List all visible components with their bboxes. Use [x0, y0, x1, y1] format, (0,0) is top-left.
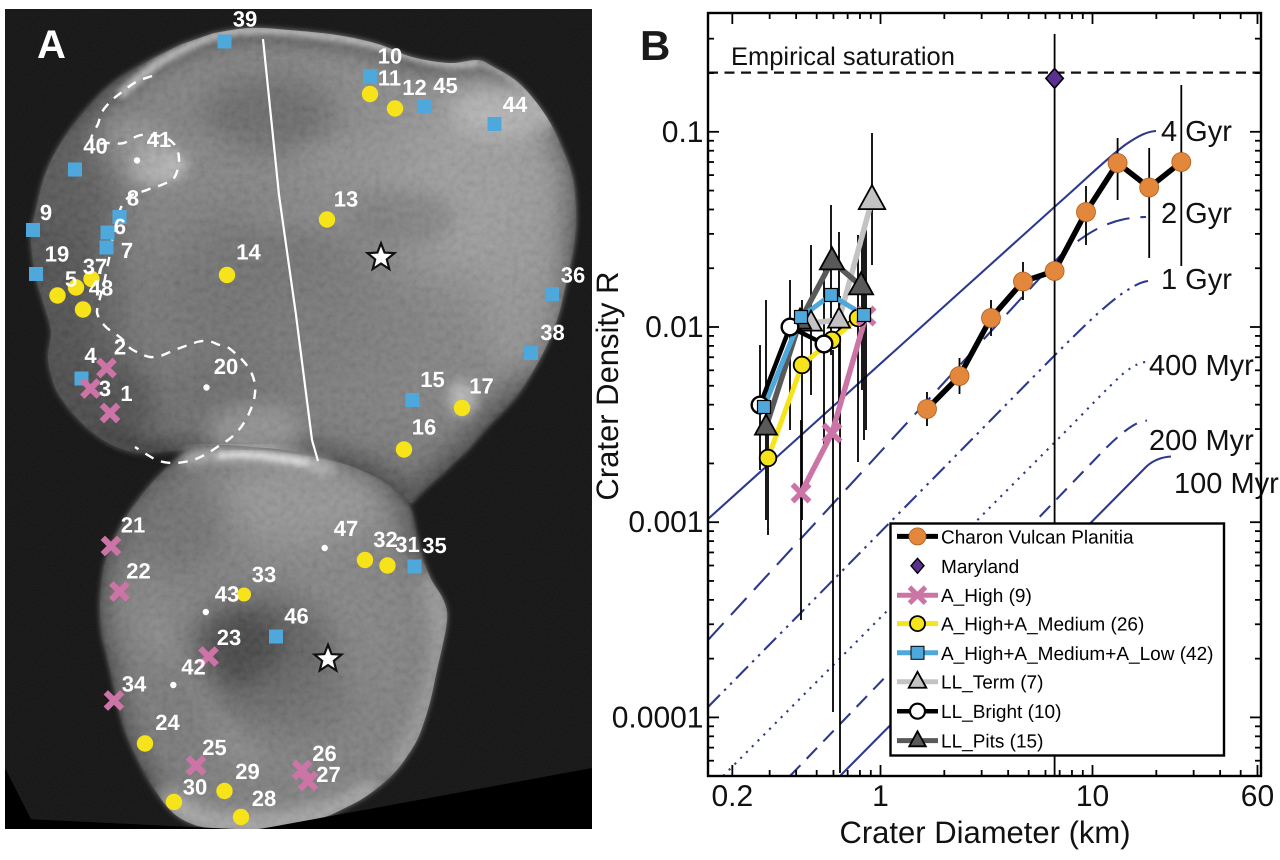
- svg-text:42: 42: [181, 655, 205, 680]
- svg-text:A_High (9): A_High (9): [941, 586, 1032, 607]
- svg-text:11: 11: [378, 66, 401, 91]
- svg-text:Crater Diameter (km): Crater Diameter (km): [839, 815, 1130, 850]
- svg-text:41: 41: [147, 127, 171, 152]
- svg-text:1 Gyr: 1 Gyr: [1161, 264, 1232, 296]
- svg-text:22: 22: [126, 559, 150, 584]
- svg-text:28: 28: [252, 786, 276, 811]
- svg-text:24: 24: [155, 710, 180, 735]
- svg-text:45: 45: [433, 73, 457, 98]
- svg-text:7: 7: [121, 238, 133, 263]
- svg-text:0.2: 0.2: [711, 780, 753, 813]
- svg-text:12: 12: [402, 75, 426, 100]
- svg-text:LL_Pits (15): LL_Pits (15): [941, 732, 1043, 753]
- svg-text:2 Gyr: 2 Gyr: [1161, 198, 1232, 230]
- svg-text:A_High+A_Medium (26): A_High+A_Medium (26): [941, 615, 1144, 636]
- svg-text:6: 6: [114, 214, 126, 239]
- svg-text:21: 21: [121, 513, 145, 538]
- svg-text:20: 20: [214, 354, 238, 379]
- svg-text:60: 60: [1241, 780, 1274, 813]
- svg-text:34: 34: [122, 672, 147, 697]
- svg-text:27: 27: [316, 762, 340, 787]
- svg-text:4 Gyr: 4 Gyr: [1161, 116, 1232, 148]
- svg-text:0.001: 0.001: [628, 506, 703, 539]
- svg-text:5: 5: [65, 267, 77, 292]
- svg-text:46: 46: [284, 604, 308, 629]
- svg-text:A_High+A_Medium+A_Low (42): A_High+A_Medium+A_Low (42): [941, 644, 1214, 665]
- svg-text:32: 32: [373, 527, 397, 552]
- svg-text:200 Myr: 200 Myr: [1149, 425, 1254, 457]
- svg-text:10: 10: [378, 44, 402, 69]
- svg-text:36: 36: [561, 263, 585, 288]
- svg-text:17: 17: [469, 374, 493, 399]
- svg-text:0.1: 0.1: [662, 116, 704, 149]
- svg-text:43: 43: [215, 582, 239, 607]
- svg-text:16: 16: [412, 415, 436, 440]
- svg-text:40: 40: [83, 134, 107, 159]
- svg-text:A: A: [37, 23, 66, 67]
- svg-text:0.0001: 0.0001: [612, 701, 704, 734]
- svg-text:Crater Density R: Crater Density R: [590, 271, 625, 500]
- svg-text:23: 23: [217, 625, 241, 650]
- svg-text:3: 3: [99, 376, 111, 401]
- svg-text:31: 31: [395, 532, 419, 557]
- svg-text:9: 9: [40, 200, 52, 225]
- svg-text:400 Myr: 400 Myr: [1149, 350, 1254, 382]
- svg-text:0.01: 0.01: [645, 311, 703, 344]
- svg-text:4: 4: [84, 343, 97, 368]
- svg-text:44: 44: [503, 92, 528, 117]
- svg-text:19: 19: [45, 242, 69, 267]
- svg-text:25: 25: [202, 735, 226, 760]
- svg-text:1: 1: [120, 381, 132, 406]
- svg-text:100 Myr: 100 Myr: [1174, 468, 1279, 500]
- svg-text:30: 30: [183, 775, 207, 800]
- svg-text:LL_Bright (10): LL_Bright (10): [941, 702, 1061, 723]
- svg-text:13: 13: [334, 187, 358, 212]
- svg-text:10: 10: [1076, 780, 1109, 813]
- svg-text:26: 26: [312, 741, 336, 766]
- svg-text:37: 37: [83, 254, 107, 279]
- svg-text:38: 38: [540, 320, 564, 345]
- svg-text:39: 39: [233, 7, 257, 32]
- svg-text:B: B: [640, 22, 670, 69]
- svg-text:1: 1: [872, 780, 889, 813]
- svg-text:35: 35: [422, 533, 446, 558]
- svg-text:14: 14: [236, 240, 261, 265]
- svg-text:Charon Vulcan Planitia: Charon Vulcan Planitia: [941, 527, 1134, 548]
- svg-text:48: 48: [89, 276, 113, 301]
- svg-text:15: 15: [420, 367, 444, 392]
- svg-text:29: 29: [235, 759, 259, 784]
- svg-text:Empirical saturation: Empirical saturation: [731, 43, 955, 71]
- svg-text:LL_Term (7): LL_Term (7): [941, 673, 1043, 694]
- svg-text:Maryland: Maryland: [941, 557, 1019, 578]
- svg-text:2: 2: [114, 335, 126, 360]
- svg-text:47: 47: [334, 516, 358, 541]
- svg-text:8: 8: [127, 186, 139, 211]
- svg-text:33: 33: [252, 562, 276, 587]
